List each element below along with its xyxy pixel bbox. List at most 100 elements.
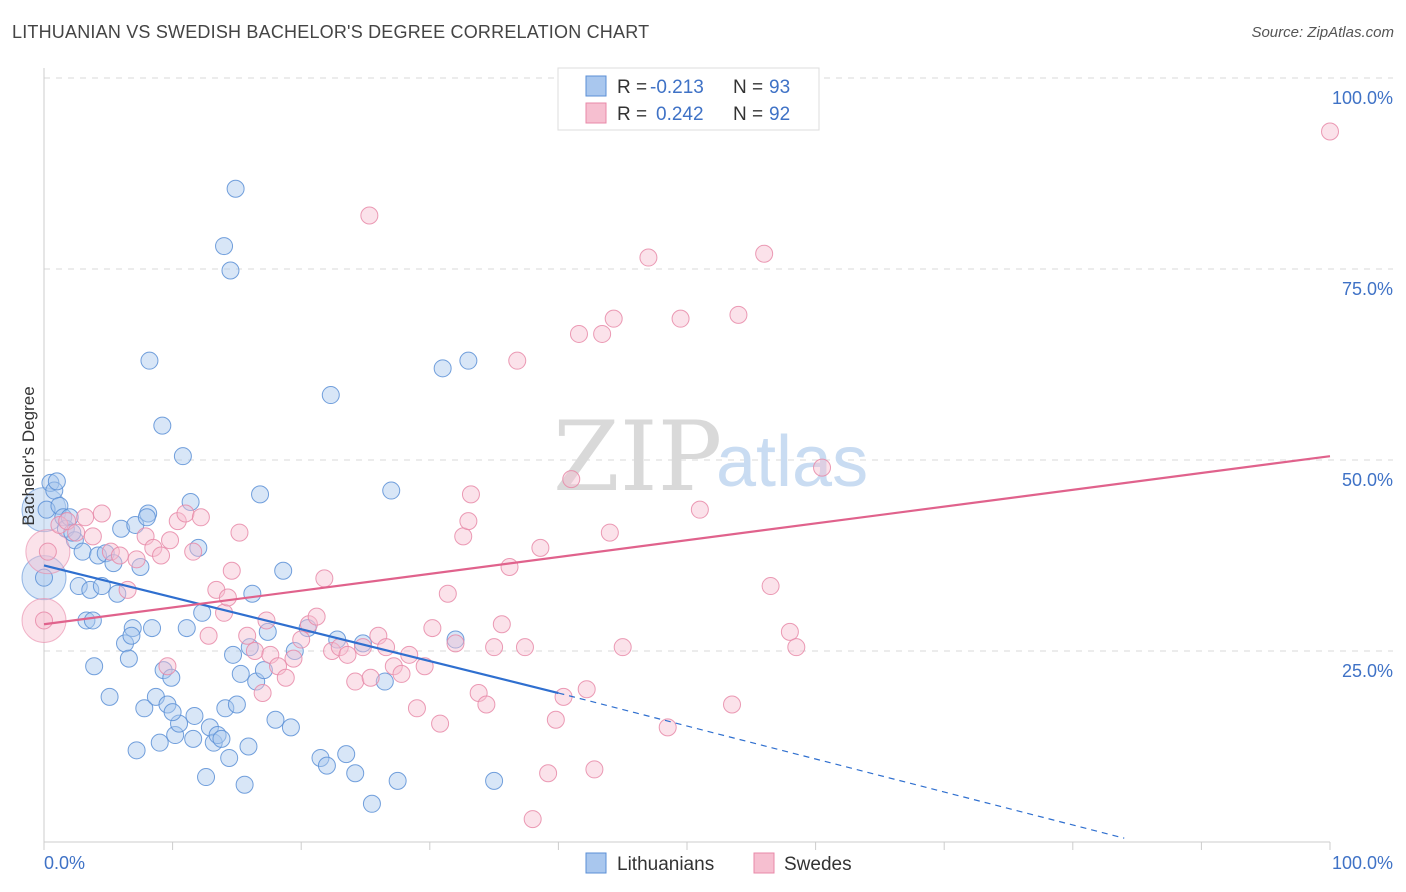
y-tick-label: 75.0% [1342, 279, 1393, 299]
swedes-point [577, 680, 596, 699]
legend-r-value-0: -0.213 [650, 77, 704, 98]
lithuanians-point [166, 726, 185, 745]
lithuanians-point [200, 718, 219, 737]
swedes-point [761, 577, 780, 596]
swedes-point [459, 512, 478, 531]
lithuanians-large-point [21, 555, 67, 601]
swedes-point [360, 206, 379, 225]
swedes-point [76, 508, 95, 527]
legend-n-label-0: N = [733, 77, 763, 98]
lithuanians-point [185, 706, 204, 725]
swedes-large-point [25, 529, 71, 575]
swedes-point [423, 619, 442, 638]
lithuanians-point [235, 775, 254, 794]
lithuanians-point [104, 554, 123, 573]
lithuanians-point [215, 237, 234, 256]
lithuanians-point [135, 699, 154, 718]
lithuanians-point [181, 493, 200, 512]
lithuanians-point [216, 699, 235, 718]
lithuanians-point [81, 580, 100, 599]
swedes-point [477, 695, 496, 714]
swedes-point [176, 504, 195, 523]
swedes-point [461, 485, 480, 504]
swedes-point [127, 550, 146, 569]
lithuanians-point [127, 741, 146, 760]
chart-title: LITHUANIAN VS SWEDISH BACHELOR'S DEGREE … [12, 22, 650, 42]
swedes-point [780, 622, 799, 641]
swedes-point [562, 470, 581, 489]
lithuanians-point [227, 695, 246, 714]
lithuanians-point [485, 771, 504, 790]
lithuanians-point [119, 649, 138, 668]
series-swedes-points [21, 122, 1339, 829]
trend-line-lithuanians-extension [558, 692, 1125, 839]
lithuanians-point [311, 748, 330, 767]
swedes-point [600, 523, 619, 542]
lithuanians-point [221, 261, 240, 280]
lithuanians-point [346, 764, 365, 783]
tick-labels: 0.0% 100.0% 25.0% 50.0% 75.0% 100.0% [44, 88, 1393, 873]
bottom-legend-label-lithuanians: Lithuanians [617, 854, 714, 875]
lithuanians-point [153, 416, 172, 435]
swedes-point [723, 695, 742, 714]
swedes-point [613, 638, 632, 657]
lithuanians-point [47, 472, 66, 491]
swedes-point [485, 638, 504, 657]
swedes-point [508, 351, 527, 370]
lithuanians-point [459, 351, 478, 370]
x-tick-label-min: 0.0% [44, 853, 85, 873]
trend-line-lithuanians [43, 564, 559, 695]
lithuanians-point [73, 542, 92, 561]
swedes-point [92, 504, 111, 523]
x-tick-label-max: 100.0% [1332, 853, 1393, 873]
lithuanians-point [123, 619, 142, 638]
swedes-point [184, 542, 203, 561]
legend-swatch-lithuanians [585, 75, 607, 97]
swedes-point [658, 718, 677, 737]
lithuanians-point [321, 386, 340, 405]
swedes-point [144, 538, 163, 557]
lithuanians-point [375, 672, 394, 691]
lithuanians-point [112, 519, 131, 538]
lithuanians-point [274, 561, 293, 580]
lithuanians-point [281, 718, 300, 737]
swedes-point [253, 684, 272, 703]
swedes-point [446, 634, 465, 653]
swedes-point [191, 508, 210, 527]
swedes-point [338, 645, 357, 664]
swedes-point [218, 588, 237, 607]
swedes-point [593, 324, 612, 343]
swedes-point [307, 607, 326, 626]
swedes-point [690, 500, 709, 519]
swedes-point [392, 664, 411, 683]
legend-n-value-1: 92 [769, 104, 790, 125]
lithuanians-point [212, 729, 231, 748]
swedes-point [38, 542, 57, 561]
swedes-point [292, 630, 311, 649]
watermark-atlas: atlas [716, 422, 868, 502]
swedes-point [407, 699, 426, 718]
lithuanians-point [100, 687, 119, 706]
legend-n-label-1: N = [733, 104, 763, 125]
lithuanians-point [170, 714, 189, 733]
legend-r-label-0: R = [617, 77, 647, 98]
lithuanians-point [433, 359, 452, 378]
swedes-point [346, 672, 365, 691]
lithuanians-point [220, 748, 239, 767]
lithuanians-point [317, 756, 336, 775]
swedes-point [604, 309, 623, 328]
series-legend: Lithuanians Swedes [585, 852, 852, 875]
lithuanians-point [85, 657, 104, 676]
swedes-point [813, 458, 832, 477]
swedes-point [245, 642, 264, 660]
watermark: ZIP atlas [553, 401, 868, 513]
lithuanians-point [388, 771, 407, 790]
stats-legend: R = -0.213 N = 93 R = 0.242 N = 92 [557, 67, 820, 131]
lithuanians-point [226, 179, 245, 198]
swedes-point [353, 638, 372, 657]
swedes-point [1321, 122, 1339, 141]
lithuanians-point [83, 611, 102, 630]
swedes-point [384, 657, 403, 676]
swedes-point [158, 657, 177, 676]
swedes-point [569, 324, 588, 343]
